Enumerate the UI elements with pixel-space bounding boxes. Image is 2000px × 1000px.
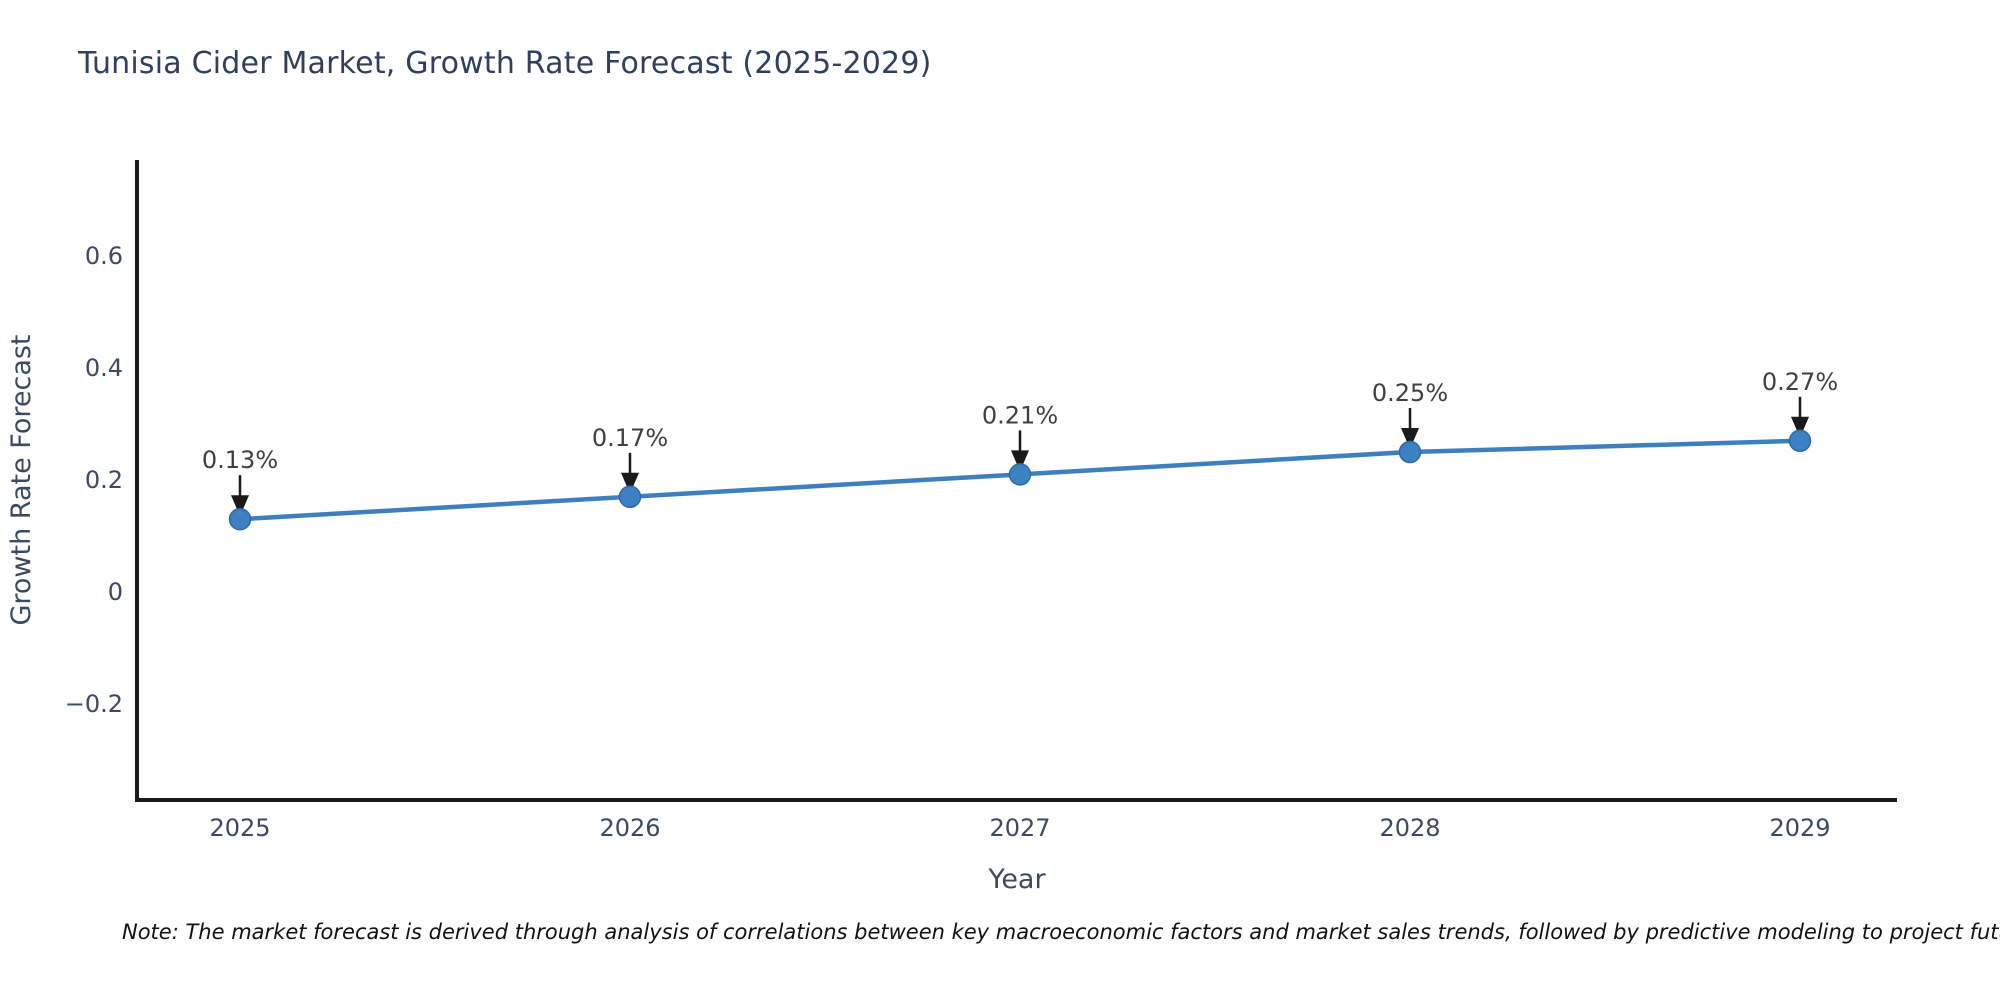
y-tick-label: 0.4 (85, 354, 123, 382)
data-point (1788, 429, 1812, 453)
y-tick-label: 0 (108, 578, 123, 606)
x-axis-title: Year (987, 864, 1046, 895)
data-point (228, 507, 252, 531)
x-tick-label: 2029 (1769, 814, 1830, 842)
point-value-label: 0.13% (202, 446, 278, 474)
data-point (1008, 463, 1032, 486)
annotation-arrow-head-icon (1791, 416, 1809, 438)
axis-spines (135, 160, 1897, 802)
data-point (618, 485, 642, 509)
point-value-label: 0.17% (592, 424, 668, 452)
chart-title: Tunisia Cider Market, Growth Rate Foreca… (78, 46, 932, 81)
annotation-arrow-head-icon (231, 495, 249, 517)
x-tick-label: 2025 (209, 814, 270, 842)
plot-area: 0.6 0.4 0.2 0 −0.2 2025 2026 2027 2028 2029 Growth… (6, 160, 1897, 895)
y-tick-label: −0.2 (65, 690, 123, 718)
data-point (1398, 440, 1422, 464)
point-value-label: 0.27% (1762, 368, 1838, 396)
point-value-label: 0.25% (1372, 379, 1448, 407)
x-tick-label: 2027 (989, 814, 1050, 842)
annotation-arrow-head-icon (621, 472, 639, 494)
point-value-label: 0.21% (982, 401, 1058, 429)
y-tick-label: 0.6 (85, 242, 123, 270)
annotation-arrow-head-icon (1011, 450, 1029, 472)
y-axis-title: Growth Rate Forecast (6, 334, 37, 625)
y-tick-label: 0.2 (85, 466, 123, 494)
footnote: Note: The market forecast is derived thr… (122, 920, 2000, 944)
x-tick-label: 2028 (1379, 814, 1440, 842)
annotation-arrow-head-icon (1401, 428, 1419, 449)
x-tick-label: 2026 (599, 814, 660, 842)
